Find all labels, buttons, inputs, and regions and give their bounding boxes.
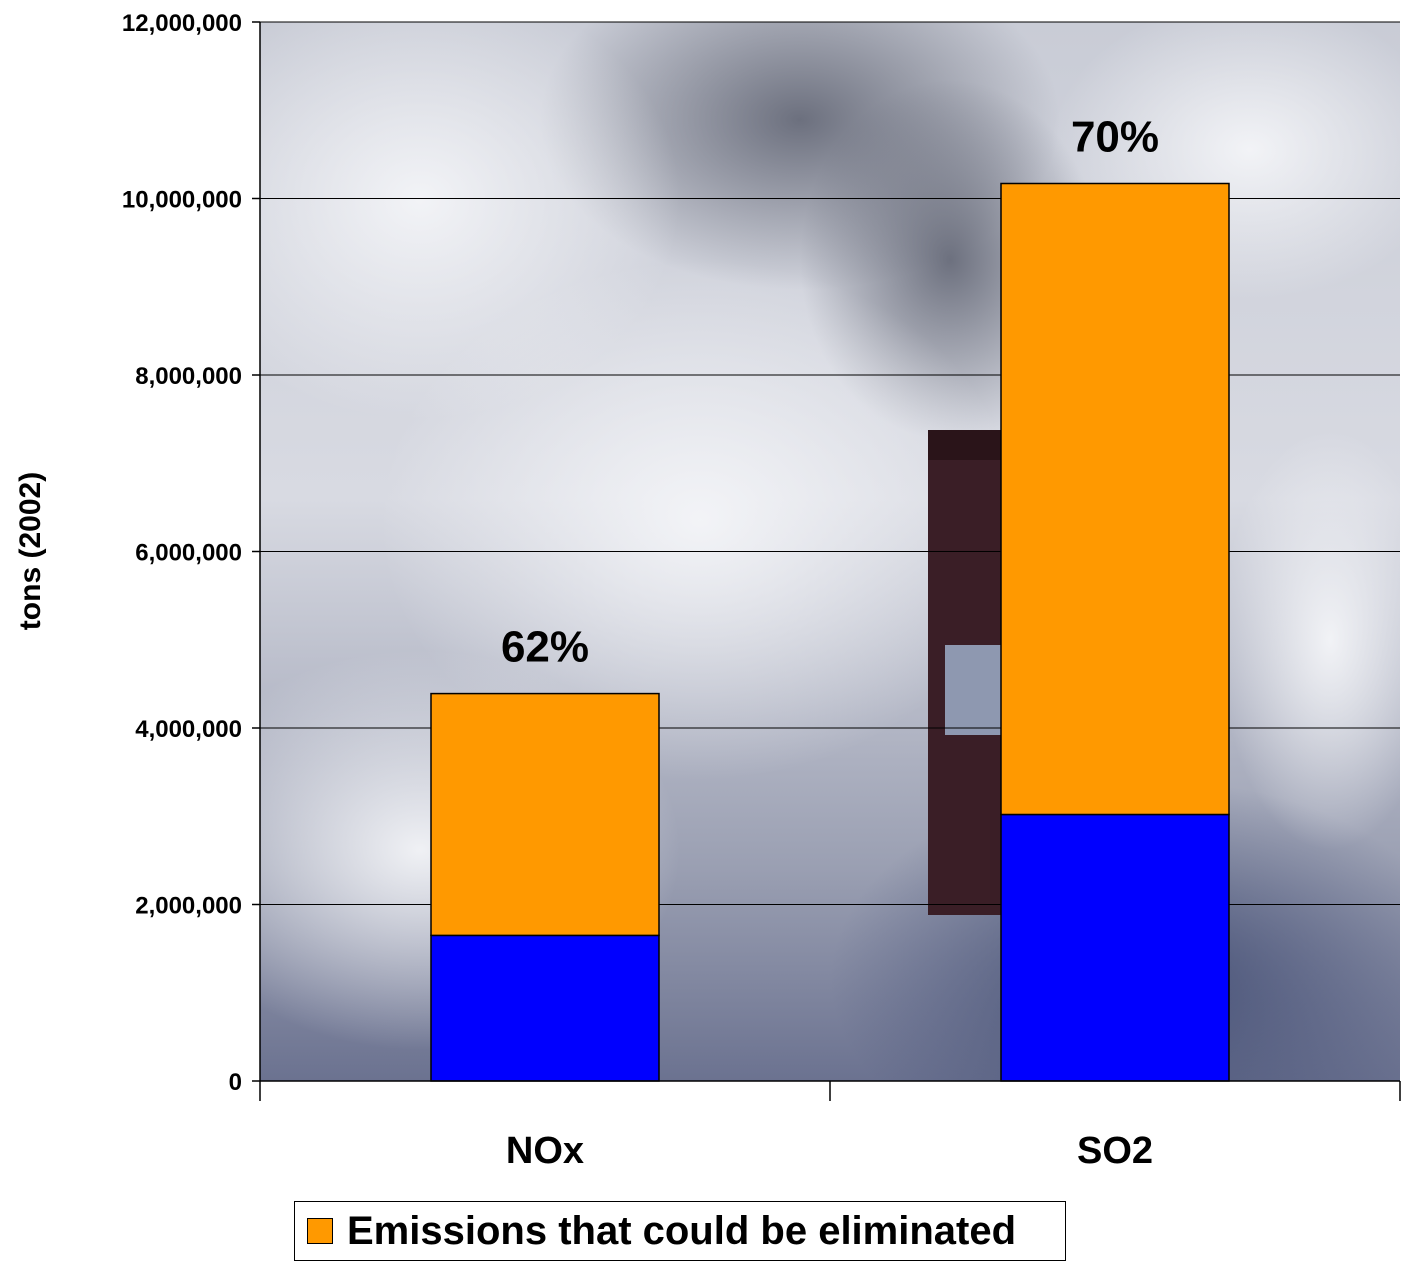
bar-segment-so2-blue (1000, 813, 1230, 1082)
smokestack-icon (928, 430, 1004, 915)
legend-label: Emissions that could be eliminated (347, 1208, 1017, 1253)
legend-swatch-orange (307, 1218, 333, 1244)
percent-labels: 62% 70% (501, 112, 1159, 671)
y-tick-label: 2,000,000 (135, 893, 242, 920)
x-tick-label-nox: NOx (506, 1130, 584, 1172)
percent-label-so2: 70% (1071, 112, 1159, 161)
y-tick-labels: 0 2,000,000 4,000,000 6,000,000 8,000,000 10,… (122, 10, 242, 1096)
legend: Emissions that could be eliminated (294, 1201, 1066, 1261)
x-tick-labels: NOx SO2 (506, 1130, 1153, 1172)
x-tick-label-so2: SO2 (1077, 1130, 1153, 1172)
y-tick-label: 6,000,000 (135, 540, 242, 567)
y-axis-label: tons (2002) (14, 472, 47, 630)
y-tick-label: 10,000,000 (122, 187, 242, 214)
y-tick-label: 12,000,000 (122, 10, 242, 37)
y-tick-label: 8,000,000 (135, 363, 242, 390)
y-tick-label: 4,000,000 (135, 716, 242, 743)
bar-segment-nox-blue (430, 934, 660, 1082)
y-tick-label: 0 (229, 1069, 242, 1096)
bar-segment-so2-orange (1000, 182, 1230, 816)
bars (430, 182, 1230, 1082)
percent-label-nox: 62% (501, 623, 589, 672)
axes (252, 21, 1401, 1101)
bar-segment-nox-orange (430, 692, 660, 937)
